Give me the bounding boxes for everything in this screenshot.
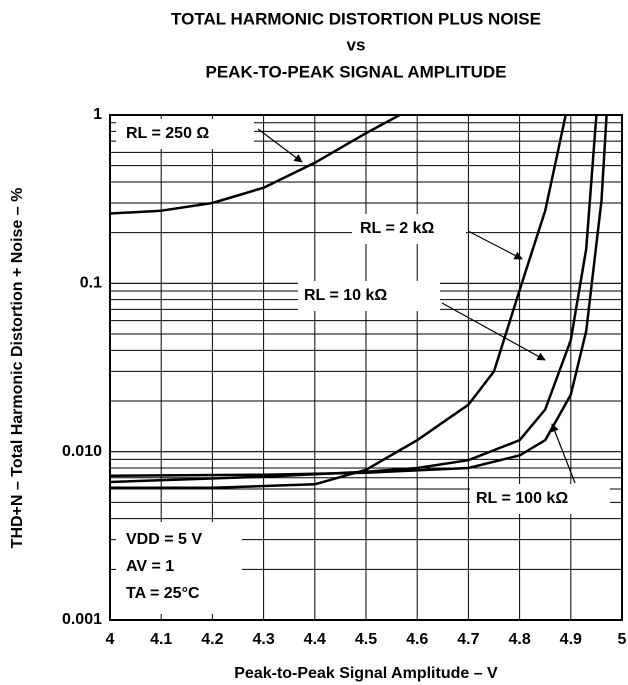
annotation: AV = 1 (126, 558, 174, 575)
x-tick-label: 4.5 (355, 631, 377, 648)
line-series (110, 114, 567, 490)
label-background (352, 214, 466, 244)
label-arrow (467, 230, 523, 260)
annotation: TA = 25°C (126, 585, 200, 602)
annotation: VDD = 5 V (126, 531, 202, 548)
chart-title: PEAK-TO-PEAK SIGNAL AMPLITUDE (206, 62, 507, 81)
label-background (298, 281, 440, 311)
conditions-box (116, 522, 242, 614)
label-arrow (441, 302, 546, 361)
x-tick-label: 4.8 (508, 631, 530, 648)
y-tick-label: 0.010 (62, 443, 102, 460)
x-tick-label: 4.7 (457, 631, 479, 648)
line-series (109, 114, 608, 477)
plot-frame (109, 114, 623, 621)
x-tick-label: 4.2 (201, 631, 223, 648)
chart-title: vs (347, 35, 366, 54)
label-background (116, 119, 254, 149)
x-tick-label: 4 (106, 631, 115, 648)
x-tick-label: 4.4 (304, 631, 326, 648)
y-tick-label: 0.1 (80, 275, 102, 292)
x-tick-label: 4.3 (252, 631, 274, 648)
x-tick-label: 4.1 (150, 631, 172, 648)
x-axis-label: Peak-to-Peak Signal Amplitude – V (234, 665, 498, 682)
label-arrow (550, 423, 576, 484)
y-tick-label: 1 (93, 106, 102, 123)
label-arrow (257, 128, 303, 163)
x-tick-label: 4.6 (406, 631, 428, 648)
chart-title: TOTAL HARMONIC DISTORTION PLUS NOISE (171, 9, 541, 28)
y-axis-label: THD+N – Total Harmonic Distortion + Nois… (9, 188, 26, 549)
series-label: RL = 2 kΩ (360, 220, 435, 237)
line-series (109, 113, 401, 215)
series-label: RL = 250 Ω (126, 125, 209, 142)
x-tick-label: 5 (618, 631, 627, 648)
y-tick-label: 0.001 (62, 611, 102, 628)
x-tick-label: 4.9 (560, 631, 582, 648)
series-label: RL = 100 kΩ (476, 490, 568, 507)
label-background (470, 484, 610, 514)
series-label: RL = 10 kΩ (304, 287, 387, 304)
